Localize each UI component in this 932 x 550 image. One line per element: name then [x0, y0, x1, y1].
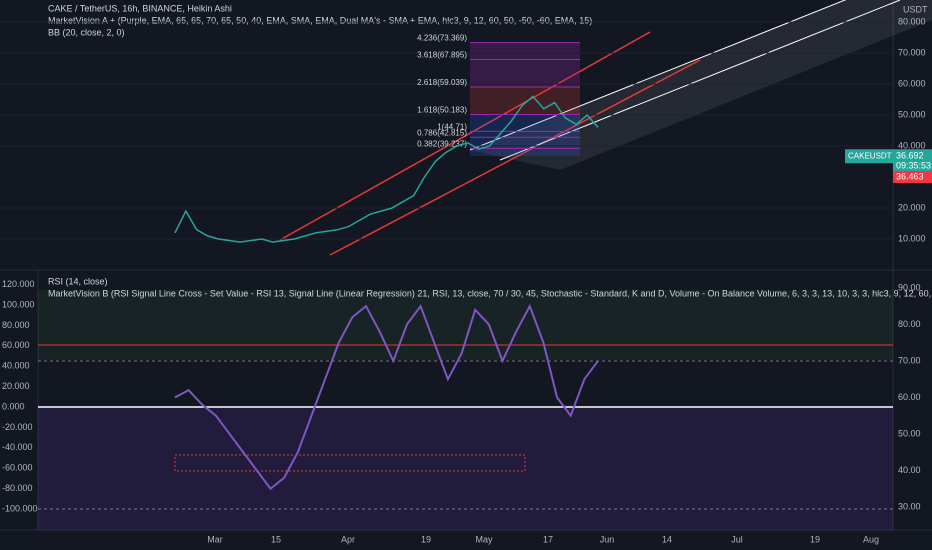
- left-tick-label: -100.000: [2, 503, 38, 513]
- right-tick-label: 80.00: [898, 319, 921, 329]
- right-tick-label: 30.00: [898, 501, 921, 511]
- left-tick-label: -40.000: [2, 442, 33, 452]
- y-tick-label: 50.000: [898, 109, 926, 119]
- rsi-title: RSI (14, close): [48, 276, 108, 286]
- right-tick-label: 40.00: [898, 465, 921, 475]
- currency: USDT: [903, 4, 928, 14]
- y-tick-label: 10.000: [898, 233, 926, 243]
- y-tick-label: 20.000: [898, 202, 926, 212]
- x-tick-label: 14: [662, 534, 672, 544]
- price-line: [174, 95, 599, 243]
- price-tag: [845, 149, 893, 164]
- fib-label: 3.618(67.895): [417, 51, 467, 60]
- osc-bands: [38, 290, 893, 530]
- left-tick-label: -60.000: [2, 463, 33, 473]
- y-tick-label: 40.000: [898, 140, 926, 150]
- fib-label: 0.382(39.237): [417, 139, 467, 148]
- x-tick-label: Apr: [341, 534, 355, 544]
- left-tick-label: 80.000: [2, 320, 30, 330]
- y-tick-label: 60.000: [898, 78, 926, 88]
- y-tick-label: 80.000: [898, 16, 926, 26]
- last-price: 36.463: [896, 171, 924, 181]
- x-tick-label: Mar: [207, 534, 223, 544]
- fib-label: 1(44.71): [437, 123, 467, 132]
- right-tick-label: 90.00: [898, 282, 921, 292]
- fib-box: [470, 42, 580, 156]
- countdown: 09:35:53: [896, 161, 931, 171]
- left-tick-label: 0.000: [2, 401, 25, 411]
- left-tick-label: -80.000: [2, 483, 33, 493]
- x-tick-label: Aug: [863, 534, 879, 544]
- x-tick-label: Jun: [600, 534, 615, 544]
- regression-channel: [279, 0, 932, 256]
- bb-indicator: BB (20, close, 2, 0): [48, 27, 125, 37]
- price-tag-symbol: CAKEUSDT: [848, 151, 892, 160]
- left-tick-label: 20.000: [2, 381, 30, 391]
- right-tick-label: 50.00: [898, 428, 921, 438]
- right-tick-label: 60.00: [898, 392, 921, 402]
- left-tick-label: 120.000: [2, 279, 35, 289]
- indicator-b: MarketVision B (RSI Signal Line Cross - …: [48, 288, 932, 298]
- x-tick-label: Jul: [731, 534, 743, 544]
- rsi-line: [174, 303, 599, 491]
- fib-label: 1.618(50.183): [417, 106, 467, 115]
- fib-label: 4.236(73.369): [417, 34, 467, 43]
- left-tick-label: 60.000: [2, 340, 30, 350]
- x-tick-label: May: [475, 534, 493, 544]
- x-tick-label: 19: [421, 534, 431, 544]
- symbol-title: CAKE / TetherUS, 16h, BINANCE, Heikin As…: [48, 3, 232, 13]
- x-tick-label: 19: [810, 534, 820, 544]
- price-tag-value-bg: [893, 149, 932, 174]
- fib-label: 0.786(42.815): [417, 128, 467, 137]
- left-tick-label: 40.000: [2, 361, 30, 371]
- indicator-a: MarketVision A + (Purple, EMA, 65, 65, 7…: [48, 15, 592, 25]
- fib-label: 2.618(59.039): [417, 78, 467, 87]
- left-tick-label: -20.000: [2, 422, 33, 432]
- last-price-bg: [893, 170, 932, 183]
- x-tick-label: 15: [271, 534, 281, 544]
- right-tick-label: 70.00: [898, 355, 921, 365]
- price-tag-value: 36.692: [896, 151, 924, 161]
- y-tick-label: 70.000: [898, 47, 926, 57]
- x-tick-label: 17: [543, 534, 553, 544]
- left-tick-label: 100.000: [2, 299, 35, 309]
